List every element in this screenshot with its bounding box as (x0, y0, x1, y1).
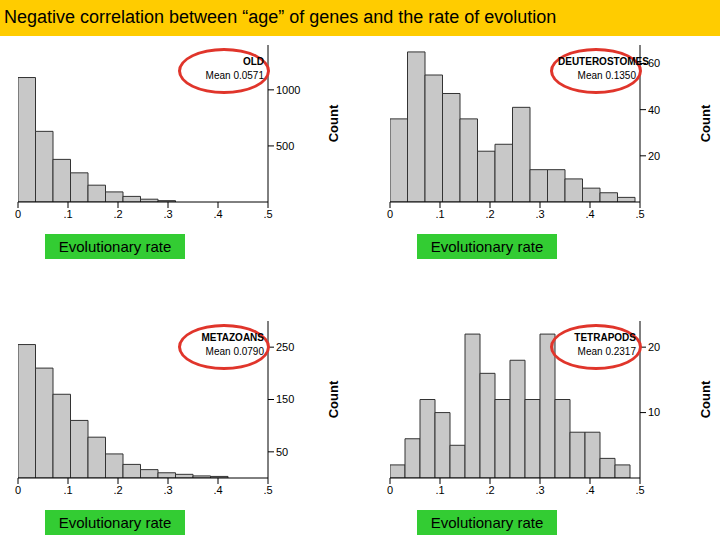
svg-text:Count: Count (698, 380, 712, 418)
html-text:Evolutionary rate: Evolutionary rate (430, 238, 544, 255)
svg-text:.4: .4 (585, 208, 594, 220)
svg-text:.3: .3 (535, 208, 544, 220)
svg-text:.1: .1 (63, 484, 72, 496)
svg-text:20: 20 (648, 150, 660, 162)
html-text:Mean 0.0790: Mean 0.0790 (205, 346, 264, 357)
svg-text:Count: Count (698, 104, 712, 142)
html-text:METAZOANS: METAZOANS (201, 332, 264, 343)
svg-text:.4: .4 (585, 484, 594, 496)
svg-text:250: 250 (276, 341, 294, 353)
html-text:DEUTEROSTOMES: DEUTEROSTOMES (558, 56, 649, 67)
svg-text:.2: .2 (485, 484, 494, 496)
svg-text:Count: Count (326, 380, 341, 418)
svg-text:10: 10 (648, 406, 660, 418)
html-text:Mean 0.1350: Mean 0.1350 (577, 70, 636, 81)
html-text:Mean 0.0571: Mean 0.0571 (205, 70, 264, 81)
svg-text:.3: .3 (535, 484, 544, 496)
html-text:Negative correlation between “: Negative correlation between “age” of ge… (4, 7, 557, 27)
svg-text:.5: .5 (635, 208, 644, 220)
svg-text:0: 0 (387, 484, 393, 496)
svg-text:.5: .5 (635, 484, 644, 496)
svg-text:.4: .4 (213, 208, 222, 220)
svg-text:.4: .4 (213, 484, 222, 496)
svg-text:.2: .2 (113, 484, 122, 496)
html-text:TETRAPODS: TETRAPODS (574, 332, 636, 343)
svg-text:150: 150 (276, 393, 294, 405)
svg-text:40: 40 (648, 104, 660, 116)
html-text:Evolutionary rate: Evolutionary rate (58, 514, 172, 531)
svg-text:.1: .1 (435, 484, 444, 496)
svg-text:.3: .3 (163, 484, 172, 496)
svg-text:60: 60 (648, 57, 660, 69)
svg-text:0: 0 (15, 208, 21, 220)
svg-text:500: 500 (276, 140, 294, 152)
svg-text:.3: .3 (163, 208, 172, 220)
html-text:OLD: OLD (242, 56, 264, 67)
svg-text:0: 0 (15, 484, 21, 496)
svg-text:.2: .2 (485, 208, 494, 220)
html-text:Evolutionary rate: Evolutionary rate (58, 238, 172, 255)
svg-text:50: 50 (276, 446, 288, 458)
svg-text:.5: .5 (263, 208, 272, 220)
svg-text:.2: .2 (113, 208, 122, 220)
svg-text:Count: Count (326, 104, 341, 142)
html-text:Mean 0.2317: Mean 0.2317 (577, 346, 636, 357)
svg-text:.1: .1 (435, 208, 444, 220)
html-text:Evolutionary rate: Evolutionary rate (430, 514, 544, 531)
svg-text:.1: .1 (63, 208, 72, 220)
svg-text:0: 0 (387, 208, 393, 220)
svg-text:20: 20 (648, 341, 660, 353)
svg-text:1000: 1000 (276, 84, 300, 96)
svg-text:.5: .5 (263, 484, 272, 496)
